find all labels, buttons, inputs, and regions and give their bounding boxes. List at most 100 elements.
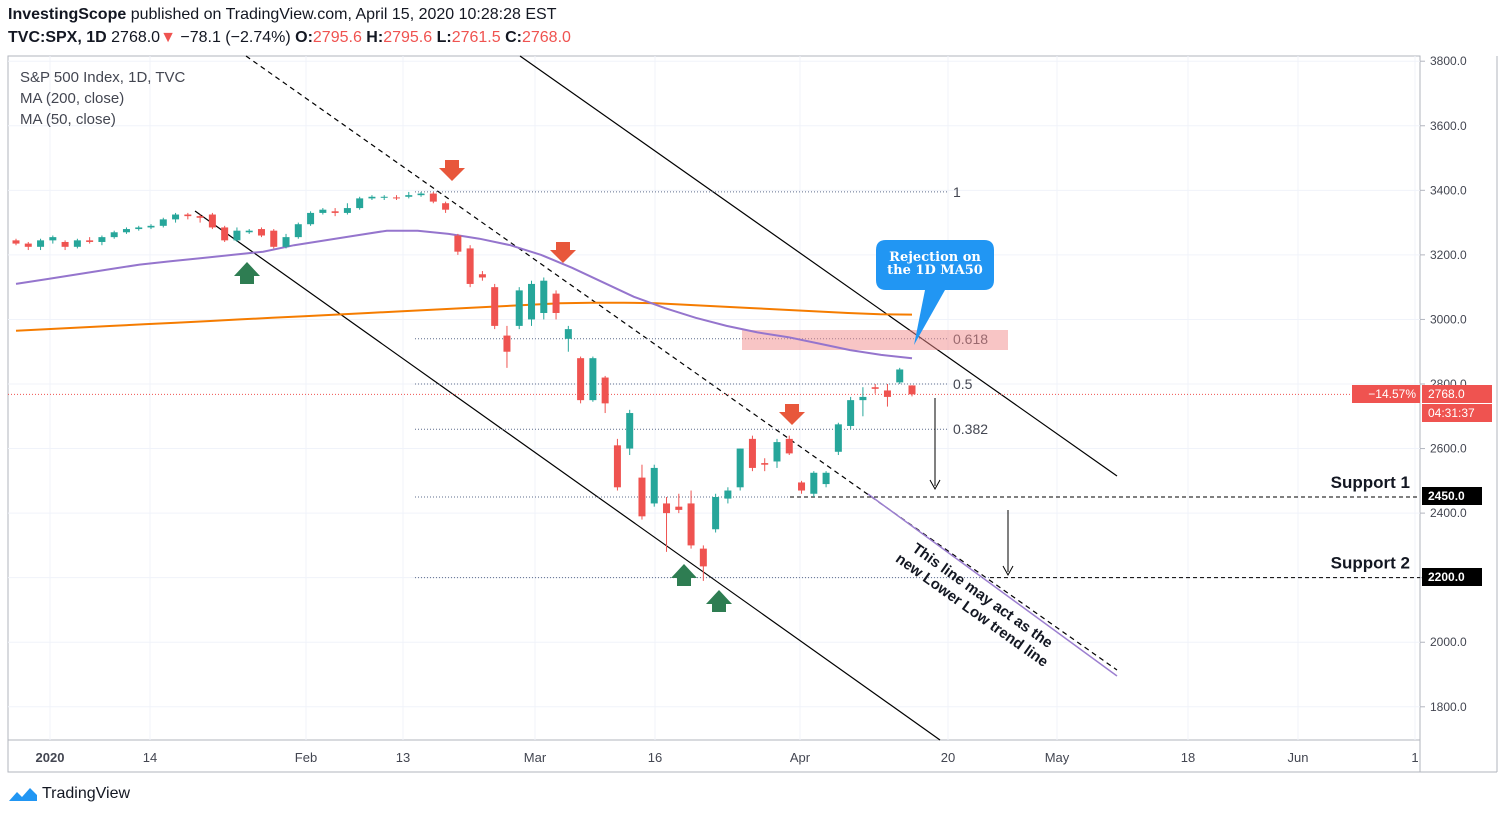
candle[interactable] xyxy=(454,233,462,255)
candle[interactable] xyxy=(208,212,216,230)
candle[interactable] xyxy=(319,208,327,215)
fib-level-label: 0.382 xyxy=(953,421,988,437)
candle[interactable] xyxy=(528,280,536,326)
last-price: 2768.0 xyxy=(111,29,161,46)
candle[interactable] xyxy=(294,222,302,239)
candle[interactable] xyxy=(356,196,364,210)
candle[interactable] xyxy=(503,325,511,368)
candle[interactable] xyxy=(896,367,904,384)
candle[interactable] xyxy=(245,229,253,234)
candle[interactable] xyxy=(110,230,118,239)
candle[interactable] xyxy=(761,458,769,472)
candle[interactable] xyxy=(613,438,621,491)
close-value: 2768.0 xyxy=(521,29,571,46)
candle[interactable] xyxy=(810,471,818,497)
candle[interactable] xyxy=(331,208,339,217)
candle[interactable] xyxy=(368,195,376,201)
y-tick-label: 2400.0 xyxy=(1430,506,1467,520)
candle[interactable] xyxy=(601,375,609,414)
candle[interactable] xyxy=(663,496,671,552)
candle[interactable] xyxy=(626,409,634,456)
candle[interactable] xyxy=(687,490,695,549)
channel-lower-line[interactable] xyxy=(194,210,941,741)
candlestick-series[interactable] xyxy=(12,191,916,581)
candle[interactable] xyxy=(699,545,707,581)
candle[interactable] xyxy=(478,271,486,281)
candle[interactable] xyxy=(343,203,351,215)
candle[interactable] xyxy=(785,435,793,456)
candle[interactable] xyxy=(859,387,867,417)
candle[interactable] xyxy=(221,225,229,242)
candle[interactable] xyxy=(577,356,585,404)
ma200-path[interactable] xyxy=(15,301,913,332)
candle[interactable] xyxy=(61,240,69,251)
author-name[interactable]: InvestingScope xyxy=(8,6,127,23)
candle[interactable] xyxy=(270,229,278,249)
candle[interactable] xyxy=(675,493,683,514)
y-tick-label: 3800.0 xyxy=(1430,54,1467,68)
candle[interactable] xyxy=(871,384,879,394)
candle[interactable] xyxy=(405,191,413,199)
candle[interactable] xyxy=(98,235,106,246)
candle[interactable] xyxy=(515,287,523,330)
candle[interactable] xyxy=(159,217,167,228)
ma50-line[interactable] xyxy=(15,229,913,360)
candle[interactable] xyxy=(834,422,842,456)
candle[interactable] xyxy=(748,435,756,472)
candle[interactable] xyxy=(282,233,290,249)
y-tick-label: 2600.0 xyxy=(1430,442,1467,456)
candle[interactable] xyxy=(12,238,20,246)
candle[interactable] xyxy=(466,245,474,288)
candle[interactable] xyxy=(24,241,32,251)
callout-line-1: Rejection on xyxy=(889,250,981,265)
candle[interactable] xyxy=(638,464,646,520)
candle[interactable] xyxy=(37,238,45,251)
ma200-line[interactable] xyxy=(15,301,913,332)
new-lower-low-trend-line[interactable] xyxy=(867,493,1118,677)
tradingview-logo-icon xyxy=(9,788,37,801)
fibonacci-levels[interactable]: 10.6180.50.382 xyxy=(415,184,988,437)
candle[interactable] xyxy=(73,238,81,249)
candle[interactable] xyxy=(380,195,388,201)
candle[interactable] xyxy=(233,227,241,242)
candle[interactable] xyxy=(392,195,400,201)
candle[interactable] xyxy=(442,201,450,213)
rejection-zone[interactable] xyxy=(742,330,1008,350)
candle[interactable] xyxy=(883,384,891,407)
candle[interactable] xyxy=(847,396,855,430)
candle[interactable] xyxy=(86,237,94,244)
candle[interactable] xyxy=(307,211,315,226)
channel-upper-line[interactable] xyxy=(519,55,1118,477)
candle[interactable] xyxy=(736,448,744,491)
ma50-path[interactable] xyxy=(15,229,913,360)
candle[interactable] xyxy=(172,212,180,223)
callout-box[interactable]: Rejection on the 1D MA50 xyxy=(876,240,994,345)
candle[interactable] xyxy=(908,385,916,397)
candle[interactable] xyxy=(491,283,499,330)
candle[interactable] xyxy=(773,438,781,468)
low-label: L: xyxy=(436,29,452,46)
candle[interactable] xyxy=(49,235,57,244)
dashed-downtrend-line[interactable] xyxy=(245,55,1118,671)
candle[interactable] xyxy=(798,480,806,494)
candle[interactable] xyxy=(822,471,830,488)
candle[interactable] xyxy=(724,487,732,504)
candle[interactable] xyxy=(196,214,204,223)
candle[interactable] xyxy=(650,464,658,507)
candle[interactable] xyxy=(564,325,572,352)
candle[interactable] xyxy=(589,356,597,402)
candle[interactable] xyxy=(184,212,192,220)
candle[interactable] xyxy=(122,227,130,234)
candle[interactable] xyxy=(552,290,560,320)
candle[interactable] xyxy=(417,191,425,197)
candle[interactable] xyxy=(429,191,437,204)
up-arrow-icon xyxy=(706,590,732,612)
candle[interactable] xyxy=(712,493,720,533)
candle[interactable] xyxy=(147,224,155,230)
candle[interactable] xyxy=(257,227,265,238)
candle[interactable] xyxy=(135,225,143,231)
footer-brand[interactable]: TradingView xyxy=(8,784,130,804)
candle[interactable] xyxy=(540,277,548,320)
last-pct-text: −14.57% xyxy=(1368,387,1416,401)
